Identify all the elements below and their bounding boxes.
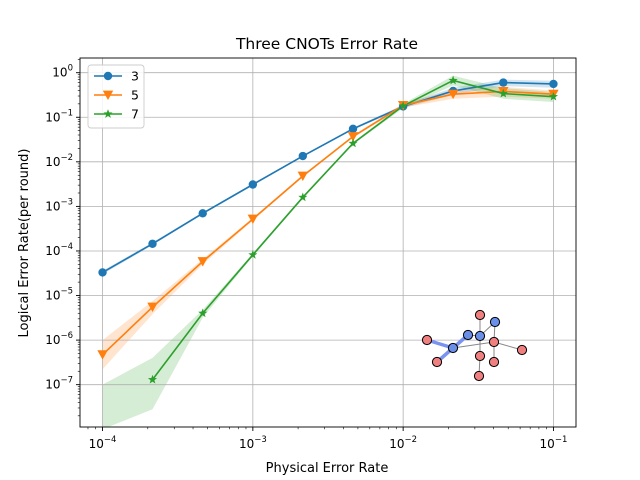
inset-data-qubit [488,336,500,348]
point-series-3 [549,79,558,89]
x-tick-label: 10−4 [89,435,117,451]
point-series-5 [197,257,208,267]
inset-data-qubit [516,344,528,356]
point-series-7 [498,88,508,98]
y-tick-label: 10−7 [45,376,73,392]
y-tick-label: 10−5 [45,287,73,303]
y-tick-label: 100 [52,64,73,80]
point-series-3 [148,239,157,248]
inset-ancilla-qubit [462,329,474,341]
series-markers [97,75,559,384]
x-tick-label: 10−2 [389,435,417,451]
x-tick-label: 10−1 [540,435,568,451]
legend-label-5: 5 [131,88,139,103]
y-tick-label: 10−1 [45,108,73,124]
inset-data-qubit [474,309,486,321]
legend: 3 5 7 [87,64,145,129]
point-series-7 [147,374,158,384]
y-tick-label: 10−4 [45,242,73,258]
point-series-3 [198,209,207,218]
axes [79,57,577,428]
point-series-7 [248,250,258,259]
y-axis-label: Logical Error Rate(per round) [17,149,32,338]
point-series-7 [448,75,458,85]
band-series-7-tail [102,357,153,427]
point-series-3 [98,268,107,277]
x-tick-label: 10−3 [239,435,267,451]
line-series-5 [101,90,554,356]
point-series-5 [147,302,158,313]
inset-edge [452,341,495,349]
point-series-7 [398,101,408,110]
legend-marker-5 [102,90,114,100]
legend-marker-7 [103,109,113,118]
inset-ancilla-qubit [489,316,501,328]
point-series-7 [198,308,208,318]
point-series-7 [348,138,358,148]
x-axis-label: Physical Error Rate [266,461,389,476]
point-series-3 [298,151,308,161]
inset-data-qubit [488,356,500,368]
point-series-7 [548,91,559,101]
y-tick-label: 10−2 [45,153,73,169]
axes-frame [79,57,577,428]
point-series-5 [297,171,309,181]
y-tick-label: 10−6 [45,331,73,347]
legend-label-7: 7 [131,107,139,122]
inset-ancilla-qubit [474,330,486,342]
point-series-5 [447,89,459,100]
point-series-3 [248,180,258,189]
y-axis-ticks: 10−7 10−6 10−5 10−4 10−3 10−2 10−1 100 [45,58,80,417]
point-series-5 [247,214,259,224]
point-series-7 [298,192,308,202]
legend-marker-3 [103,71,113,81]
inset-ancilla-qubit [447,342,459,354]
x-axis-ticks: 10−4 10−3 10−2 10−1 [87,427,568,451]
point-series-3 [348,124,358,134]
point-series-3 [499,78,508,87]
qubit-layout-diagram [421,309,528,382]
point-series-5 [347,132,359,142]
legend-box [87,64,145,129]
legend-label-3: 3 [131,69,139,84]
inset-data-qubit [431,356,443,368]
inset-data-qubit [473,370,485,382]
inset-data-qubit [421,334,433,346]
chart-title: Three CNOTs Error Rate [235,35,418,53]
y-tick-label: 10−3 [45,197,73,213]
point-series-5 [97,350,108,360]
inset-data-qubit [474,350,486,362]
